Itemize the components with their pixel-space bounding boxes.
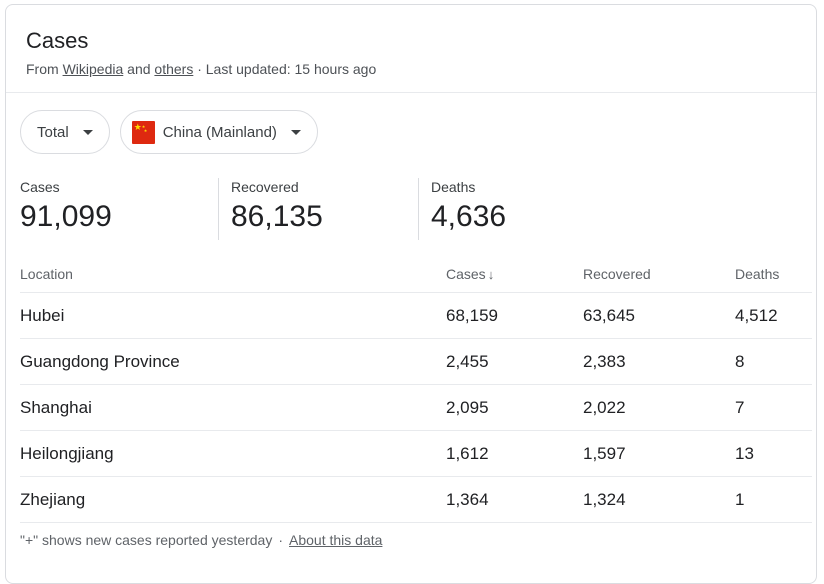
stat-cases-value: 91,099 <box>20 200 112 233</box>
cell-location: Zhejiang <box>20 476 446 523</box>
cell-recovered: 2,022 <box>583 384 735 431</box>
cell-location: Guangdong Province <box>20 338 446 385</box>
stat-cases: Cases 91,099 <box>20 178 218 240</box>
table-row: Zhejiang 1,364 1,324 1 <box>20 476 812 523</box>
stat-deaths: Deaths 4,636 <box>418 178 618 240</box>
stat-recovered: Recovered 86,135 <box>218 178 418 240</box>
source-line: From Wikipedia and others · Last updated… <box>26 59 796 79</box>
cell-deaths: 4,512 <box>735 292 812 339</box>
from-prefix: From <box>26 61 59 77</box>
table-row: Guangdong Province 2,455 2,383 8 <box>20 338 812 385</box>
table-row: Shanghai 2,095 2,022 7 <box>20 384 812 431</box>
stat-recovered-value: 86,135 <box>231 200 323 233</box>
china-flag-icon: ★ ★ ★ <box>131 120 155 144</box>
cell-cases: 68,159 <box>446 292 583 339</box>
cell-location: Shanghai <box>20 384 446 431</box>
card-header: Cases From Wikipedia and others · Last u… <box>6 5 816 93</box>
footer-note: "+" shows new cases reported yesterday <box>20 532 273 548</box>
country-dropdown-label: China (Mainland) <box>162 123 277 141</box>
cell-recovered: 2,383 <box>583 338 735 385</box>
stat-cases-label: Cases <box>20 179 60 195</box>
header-deaths[interactable]: Deaths <box>735 256 812 293</box>
header-recovered[interactable]: Recovered <box>583 256 735 293</box>
location-table: Location Cases ↓ Recovered Deaths Hubei 6… <box>20 256 812 523</box>
caret-down-icon <box>82 129 93 135</box>
cell-deaths: 13 <box>735 430 812 477</box>
header-location[interactable]: Location <box>20 256 446 293</box>
cell-recovered: 63,645 <box>583 292 735 339</box>
and-text: and <box>127 61 151 77</box>
cell-cases: 1,364 <box>446 476 583 523</box>
cell-recovered: 1,597 <box>583 430 735 477</box>
separator-dot: · <box>278 532 284 548</box>
table-row: Heilongjiang 1,612 1,597 13 <box>20 430 812 477</box>
stat-deaths-value: 4,636 <box>431 200 507 233</box>
cell-deaths: 1 <box>735 476 812 523</box>
stat-recovered-label: Recovered <box>231 179 299 195</box>
header-cases-label: Cases <box>446 266 486 282</box>
country-dropdown[interactable]: ★ ★ ★ China (Mainland) <box>119 110 318 154</box>
last-updated: · Last updated: 15 hours ago <box>197 61 377 77</box>
cell-cases: 1,612 <box>446 430 583 477</box>
cell-location: Heilongjiang <box>20 430 446 477</box>
header-cases[interactable]: Cases ↓ <box>446 256 583 293</box>
cell-deaths: 8 <box>735 338 812 385</box>
table-header-row: Location Cases ↓ Recovered Deaths <box>20 256 812 293</box>
cell-cases: 2,455 <box>446 338 583 385</box>
cell-cases: 2,095 <box>446 384 583 431</box>
table-row: Hubei 68,159 63,645 4,512 <box>20 292 812 339</box>
card-title: Cases <box>26 28 89 53</box>
filter-bar: Total ★ ★ ★ China (Mainland) <box>20 110 318 154</box>
others-link[interactable]: others <box>154 61 194 77</box>
caret-down-icon <box>290 129 301 135</box>
cell-deaths: 7 <box>735 384 812 431</box>
wikipedia-link[interactable]: Wikipedia <box>62 61 124 77</box>
total-dropdown[interactable]: Total <box>20 110 110 154</box>
total-dropdown-label: Total <box>37 123 69 141</box>
card-footer: "+" shows new cases reported yesterday · A… <box>20 532 382 548</box>
stat-deaths-label: Deaths <box>431 179 476 195</box>
about-this-data-link[interactable]: About this data <box>289 532 383 548</box>
cell-location: Hubei <box>20 292 446 339</box>
sort-down-arrow-icon: ↓ <box>487 267 495 282</box>
summary-stats: Cases 91,099 Recovered 86,135 Deaths 4,6… <box>20 178 618 240</box>
cell-recovered: 1,324 <box>583 476 735 523</box>
